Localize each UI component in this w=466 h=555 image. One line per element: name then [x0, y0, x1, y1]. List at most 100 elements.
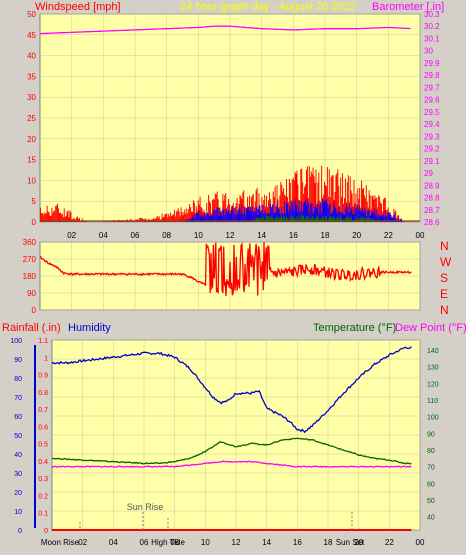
wind-speed-bar [395, 217, 397, 222]
wind-speed-bar [326, 203, 328, 222]
wind-speed-bar [258, 204, 260, 222]
wind-gust-bar [190, 206, 192, 222]
wind-speed-bar [192, 217, 194, 222]
wind-gust-bar [161, 213, 163, 222]
wind-gust-bar [54, 210, 56, 222]
wind-speed-bar [196, 213, 198, 222]
wind-speed-bar [232, 208, 234, 222]
wind-speed-bar [233, 214, 235, 222]
windspeed-tick-label: 30 [27, 93, 36, 102]
wind-speed-bar [222, 208, 224, 222]
wind-gust-bar [350, 190, 352, 222]
wind-gust-bar [191, 211, 192, 222]
wind-gust-bar [397, 215, 399, 222]
wind-speed-bar [255, 208, 257, 222]
wind-speed-bar [252, 211, 254, 222]
wind-avg-bar [365, 218, 367, 222]
wind-speed-bar [228, 210, 230, 222]
wind-x-tick-label: 18 [321, 231, 330, 240]
wind-gust-bar [224, 195, 226, 222]
wind-speed-bar [236, 211, 238, 222]
wind-gust-bar [200, 206, 202, 222]
humidity-tick-label: 90 [14, 357, 22, 364]
wind-speed-bar [287, 211, 289, 222]
wind-avg-bar [350, 216, 352, 222]
wind-gust-bar [61, 213, 63, 222]
wind-avg-bar [346, 216, 348, 222]
wind-avg-bar [328, 217, 330, 222]
wind-gust-bar [355, 193, 357, 222]
wind-speed-bar [224, 214, 226, 222]
windspeed-tick-label: 50 [27, 10, 36, 19]
rainfall-tick-label: 0.8 [38, 390, 48, 397]
temperature-tick-label: 120 [427, 381, 439, 388]
wind-avg-bar [271, 217, 273, 222]
wind-gust-bar [181, 212, 183, 222]
wind-gust-bar [214, 193, 216, 222]
wind-avg-bar [293, 218, 295, 222]
wind-x-tick-label: 06 [131, 231, 140, 240]
wind-gust-bar [57, 203, 59, 222]
wind-avg-bar [331, 218, 333, 222]
wind-speed-bar [290, 201, 292, 222]
wind-speed-bar [382, 214, 384, 222]
wind-gust-bar [188, 209, 190, 222]
wind-speed-bar [387, 213, 389, 222]
wind-avg-bar [290, 218, 292, 222]
wind-gust-bar [44, 213, 46, 222]
wind-speed-bar [363, 212, 364, 222]
wind-avg-bar [336, 218, 338, 222]
wind-gust-bar [130, 218, 132, 222]
wind-gust-bar [182, 215, 184, 222]
wind-avg-bar [341, 217, 343, 222]
rainfall-tick-label: 0.1 [38, 511, 48, 518]
wind-speed-bar [288, 205, 290, 222]
wind-avg-bar [261, 218, 263, 222]
wind-speed-bar [398, 217, 400, 222]
wind-gust-bar [184, 209, 186, 222]
sun-rise-label: Sun Rise [127, 502, 164, 512]
wind-speed-bar [246, 209, 248, 222]
wind-gust-bar [351, 193, 353, 222]
wind-gust-bar [288, 178, 290, 222]
wind-avg-bar [356, 215, 358, 222]
wind-speed-bar [334, 207, 336, 222]
wind-speed-bar [314, 206, 316, 222]
rainfall-tick-label: 0.2 [38, 493, 48, 500]
wind-avg-bar [347, 217, 349, 222]
wind-speed-bar [235, 215, 237, 222]
wind-gust-bar [165, 214, 167, 222]
wind-speed-bar [392, 218, 394, 222]
wind-avg-bar [286, 216, 287, 222]
wind-speed-bar [223, 209, 225, 222]
wind-gust-bar [256, 187, 258, 222]
wind-gust-bar [175, 211, 177, 222]
wind-gust-bar [210, 203, 211, 222]
wind-speed-bar [244, 206, 246, 222]
wind-speed-bar [383, 216, 385, 222]
direction-tick-label: 360 [23, 238, 37, 247]
wind-speed-bar [207, 212, 209, 222]
wind-avg-bar [308, 216, 310, 222]
barometer-tick-label: 30.1 [424, 34, 440, 43]
wind-speed-bar [377, 216, 379, 222]
wind-avg-bar [311, 215, 313, 222]
wind-direction-ticks: 0 90 180 270 360 [23, 238, 37, 315]
wind-speed-bar [358, 210, 360, 222]
wind-gust-bar [77, 216, 78, 222]
wind-speed-bar [227, 211, 229, 222]
wind-speed-bar [361, 209, 363, 222]
wind-gust-bar [192, 200, 194, 222]
windspeed-tick-label: 45 [27, 31, 36, 40]
wind-speed-bar [359, 206, 361, 222]
wind-speed-bar [282, 213, 284, 222]
wind-gust-bar [240, 196, 242, 222]
dew-point-line [51, 460, 412, 468]
wind-speed-bar [342, 211, 344, 222]
wind-gust-bar [64, 216, 66, 222]
wind-speed-bar [214, 210, 216, 222]
wind-speed-bar [272, 204, 274, 222]
wind-gust-bar [76, 217, 78, 222]
temp-humidity-ticks: 010203040506070809010000.10.20.30.40.50.… [10, 338, 438, 547]
